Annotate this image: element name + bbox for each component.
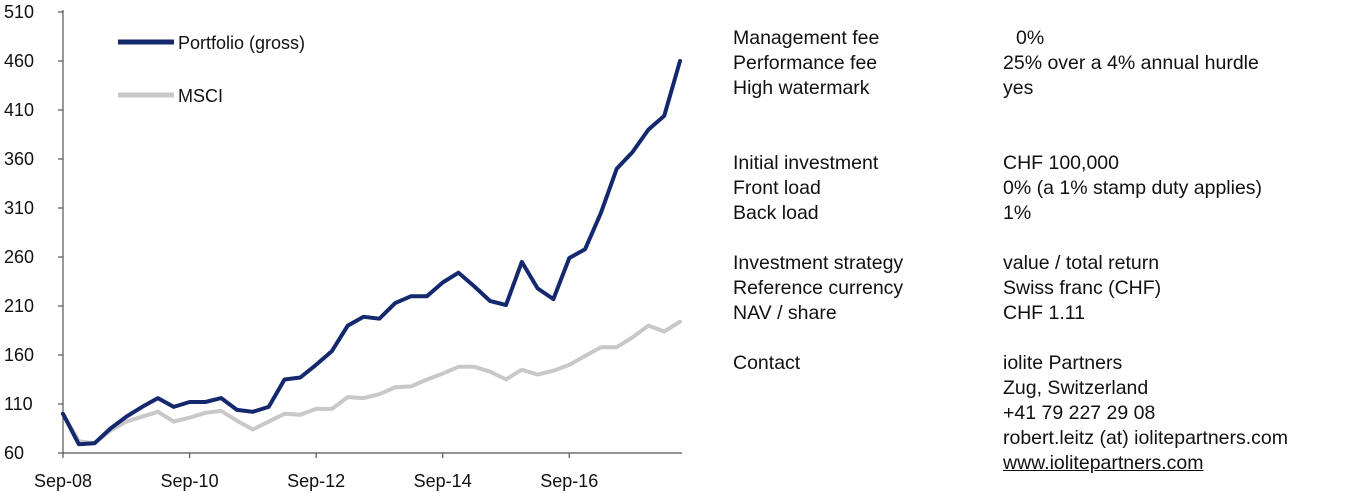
contact-phone: +41 79 227 29 08 <box>1003 402 1156 424</box>
front-load-label: Front load <box>733 177 821 199</box>
initial-investment-value: CHF 100,000 <box>1003 152 1119 174</box>
x-tick-label: Sep-12 <box>287 471 345 491</box>
chart-legend: Portfolio (gross) MSCI <box>118 33 305 106</box>
nav-share-label: NAV / share <box>733 302 837 324</box>
y-tick-label: 160 <box>4 345 34 365</box>
x-tick-label: Sep-14 <box>414 471 472 491</box>
contact-location: Zug, Switzerland <box>1003 377 1149 399</box>
y-tick-label: 460 <box>4 51 34 71</box>
reference-currency-value: Swiss franc (CHF) <box>1003 277 1162 299</box>
y-tick-label: 310 <box>4 198 34 218</box>
strategy-values: value / total return Swiss franc (CHF) C… <box>1003 251 1161 326</box>
y-tick-label: 60 <box>4 443 24 463</box>
initial-investment-label: Initial investment <box>733 152 879 174</box>
contact-label: Contact <box>733 351 800 376</box>
x-tick-label: Sep-10 <box>161 471 219 491</box>
investment-values: CHF 100,000 0% (a 1% stamp duty applies)… <box>1003 151 1262 226</box>
y-tick-label: 110 <box>4 394 33 414</box>
reference-currency-label: Reference currency <box>733 277 904 299</box>
terms-values: 0% 25% over a 4% annual hurdle yes <box>1003 26 1259 101</box>
front-load-value: 0% (a 1% stamp duty applies) <box>1003 177 1263 199</box>
back-load-value: 1% <box>1003 202 1032 224</box>
legend-label-msci: MSCI <box>178 86 223 106</box>
series-line-msci <box>61 319 682 446</box>
investment-strategy-value: value / total return <box>1003 252 1160 274</box>
series-line-portfolio <box>61 59 682 447</box>
performance-fee-label: Performance fee <box>733 52 878 74</box>
investment-labels: Initial investment Front load Back load <box>733 151 878 226</box>
contact-company: iolite Partners <box>1003 352 1123 374</box>
chart-series <box>61 59 682 447</box>
back-load-label: Back load <box>733 202 819 224</box>
chart-axes: 60 110 160 210 260 310 360 410 460 510 Sep-08 Sep-1… <box>4 2 682 491</box>
x-tick-label: Sep-08 <box>34 471 92 491</box>
contact-website-link[interactable]: www.iolitepartners.com <box>1003 452 1204 474</box>
y-tick-label: 510 <box>4 2 34 22</box>
high-watermark-value: yes <box>1003 77 1034 99</box>
contact-block: iolite Partners Zug, Switzerland +41 79 … <box>1003 351 1288 476</box>
y-tick-label: 360 <box>4 149 34 169</box>
investment-strategy-label: Investment strategy <box>733 252 904 274</box>
y-tick-label: 410 <box>4 100 34 120</box>
y-tick-label: 210 <box>4 296 34 316</box>
nav-share-value: CHF 1.11 <box>1003 302 1085 324</box>
terms-labels: Management fee Performance fee High wate… <box>733 26 879 101</box>
management-fee-value: 0% <box>1016 27 1045 49</box>
contact-heading: Contact <box>733 352 801 374</box>
x-tick-label: Sep-16 <box>540 471 598 491</box>
performance-fee-value: 25% over a 4% annual hurdle <box>1003 52 1259 74</box>
high-watermark-label: High watermark <box>733 77 870 99</box>
legend-label-portfolio: Portfolio (gross) <box>178 33 305 53</box>
management-fee-label: Management fee <box>733 27 880 49</box>
strategy-labels: Investment strategy Reference currency N… <box>733 251 903 326</box>
performance-chart: 60 110 160 210 260 310 360 410 460 510 Sep-08 Sep-1… <box>4 2 682 491</box>
y-tick-label: 260 <box>4 247 34 267</box>
contact-email: robert.leitz (at) iolitepartners.com <box>1003 427 1289 449</box>
